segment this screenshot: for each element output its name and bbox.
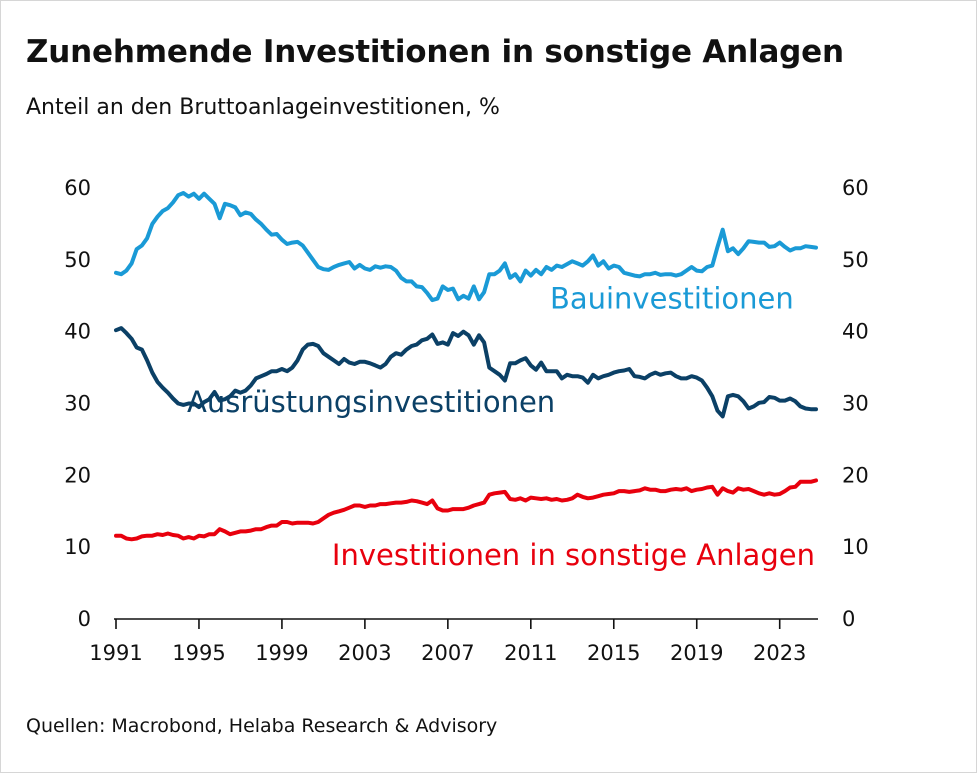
y-tick-left: 20 [64,463,91,487]
y-tick-right: 10 [842,535,869,559]
chart-subtitle: Anteil an den Bruttoanlageinvestitionen,… [26,95,500,120]
y-tick-right: 0 [842,607,855,631]
series-lines [114,191,818,542]
x-tick-label: 2019 [670,641,723,665]
y-tick-right: 30 [842,392,869,416]
series-label-investitionen-in-sonstige-anlagen: Investitionen in sonstige Anlagen [332,538,815,572]
y-tick-left: 50 [64,248,91,272]
y-tick-left: 30 [64,392,91,416]
chart-title: Zunehmende Investitionen in sonstige Anl… [26,34,844,70]
x-tick-label: 2023 [753,641,806,665]
y-tick-right: 60 [842,176,869,200]
series-line-ausruestungsinvestitionen [114,326,818,419]
y-tick-right: 40 [842,320,869,344]
x-tick-label: 2007 [421,641,474,665]
y-tick-right: 50 [842,248,869,272]
y-tick-left: 0 [78,607,91,631]
series-labels: Bauinvestitionen Ausrüstungsinvestitionen… [187,282,815,572]
x-tick-label: 1999 [255,641,308,665]
y-tick-right: 20 [842,463,869,487]
x-tick-label: 2003 [338,641,391,665]
series-label-ausruestungsinvestitionen: Ausrüstungsinvestitionen [187,385,555,419]
x-tick-label: 1991 [89,641,142,665]
y-tick-left: 60 [64,176,91,200]
y-tick-left: 10 [64,535,91,559]
y-tick-left: 40 [64,320,91,344]
source-note: Quellen: Macrobond, Helaba Research & Ad… [26,715,498,737]
y-axis-right: 0 10 20 30 40 50 60 [842,176,869,631]
series-label-bauinvestitionen: Bauinvestitionen [550,282,794,316]
x-tick-label: 2011 [504,641,557,665]
series-line-bauinvestitionen [114,191,818,303]
x-tick-label: 1995 [172,641,225,665]
x-tick-label: 2015 [587,641,640,665]
series-line-investitionen-in-sonstige-anlagen [114,478,818,542]
x-axis: 1991 1995 1999 2003 2007 2011 2015 2019 2023 [89,618,818,665]
y-axis-left: 0 10 20 30 40 50 60 [64,176,91,631]
